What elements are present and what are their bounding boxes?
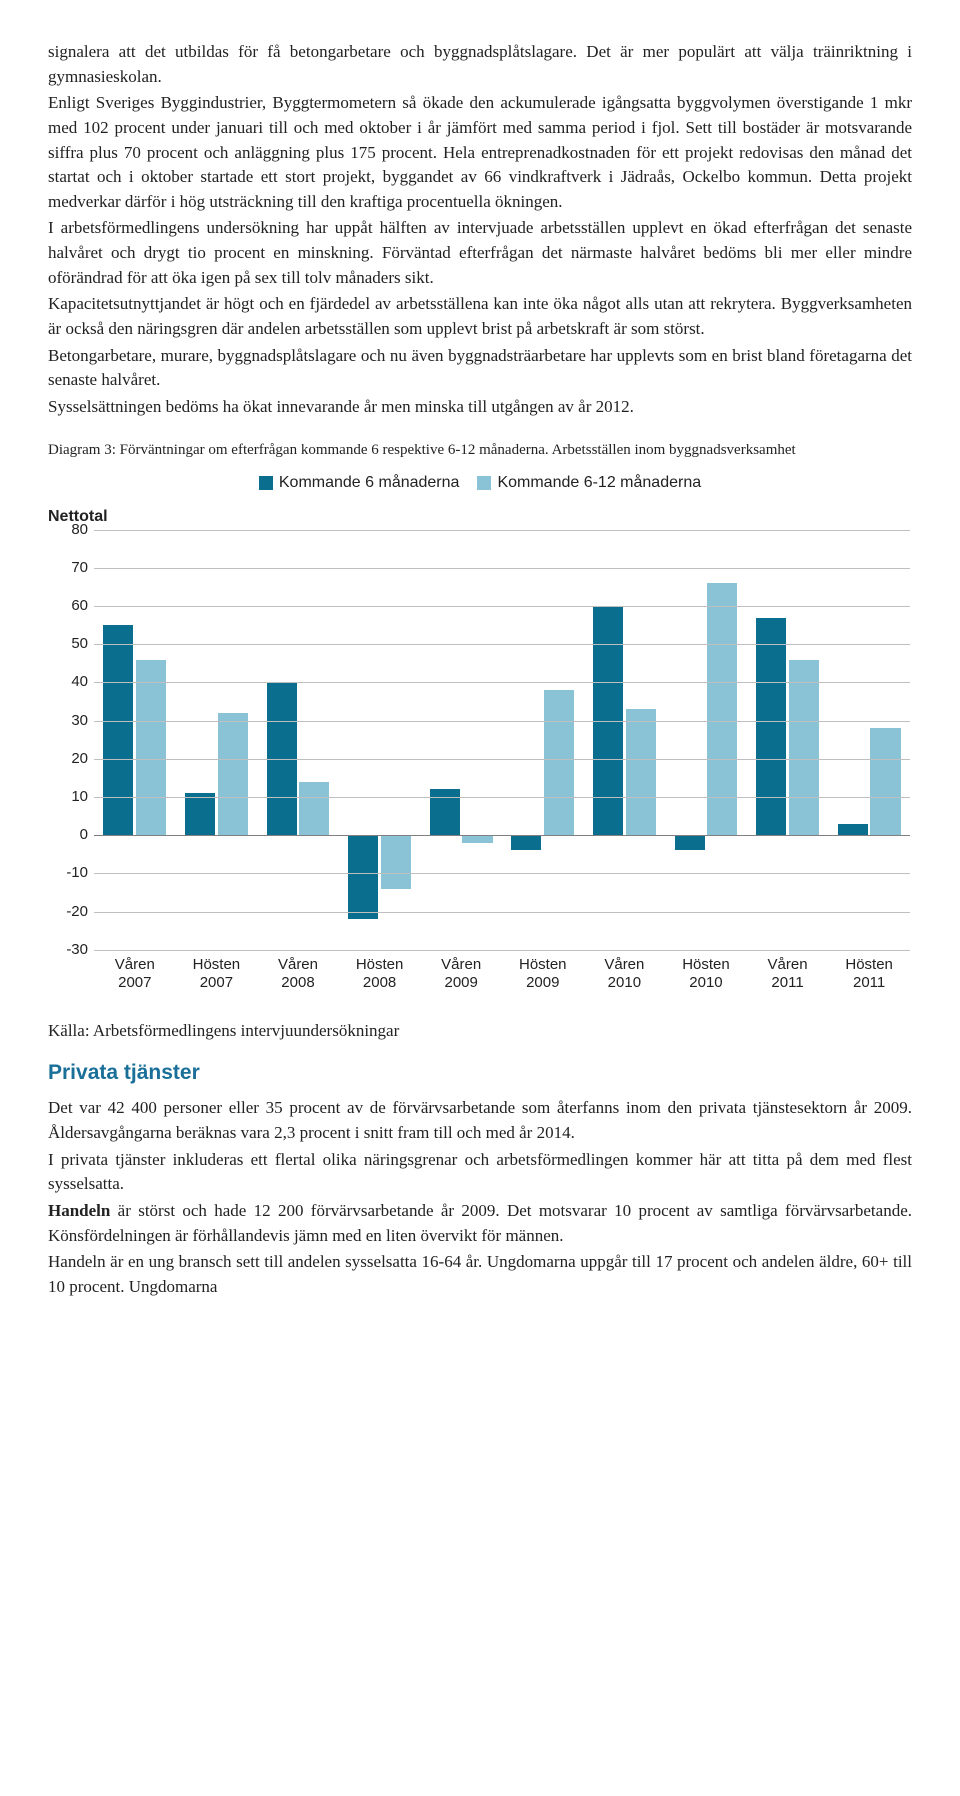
y-axis-title: Nettotal (48, 505, 912, 528)
gridline (94, 797, 910, 798)
chart-legend: Kommande 6 månaderna Kommande 6-12 månad… (48, 471, 912, 494)
paragraph-1: signalera att det utbildas för få betong… (48, 40, 912, 89)
bar-a (348, 835, 378, 919)
gridline (94, 912, 910, 913)
chart-source: Källa: Arbetsförmedlingens intervjuunder… (48, 1019, 912, 1044)
bar-b (462, 835, 492, 843)
bar-b (299, 782, 329, 835)
x-tick-label: Våren2009 (420, 956, 502, 994)
legend-item-b: Kommande 6-12 månaderna (477, 471, 701, 494)
gridline (94, 530, 910, 531)
paragraph-8: I privata tjänster inkluderas ett flerta… (48, 1148, 912, 1197)
bar-group (429, 530, 494, 950)
legend-swatch-b (477, 476, 491, 490)
section-heading-privata: Privata tjänster (48, 1058, 912, 1088)
bar-a (756, 618, 786, 836)
bar-b (870, 728, 900, 835)
gridline (94, 759, 910, 760)
paragraph-9: Handeln är störst och hade 12 200 förvär… (48, 1199, 912, 1248)
bar-b (789, 660, 819, 836)
gridline (94, 682, 910, 683)
y-tick-label: 40 (50, 672, 88, 694)
x-tick-label: Hösten2011 (828, 956, 910, 994)
bar-a (103, 625, 133, 835)
chart-caption: Diagram 3: Förväntningar om efterfrågan … (48, 440, 912, 462)
y-tick-label: 60 (50, 595, 88, 617)
y-tick-label: -10 (50, 862, 88, 884)
bar-b (626, 709, 656, 835)
bar-b (136, 660, 166, 836)
legend-item-a: Kommande 6 månaderna (259, 471, 460, 494)
bar-group (265, 530, 330, 950)
y-tick-label: 80 (50, 519, 88, 541)
gridline (94, 721, 910, 722)
bar-a (838, 824, 868, 835)
x-tick-label: Hösten2010 (665, 956, 747, 994)
paragraph-3: I arbetsförmedlingens undersökning har u… (48, 216, 912, 290)
bar-b (381, 835, 411, 888)
gridline (94, 606, 910, 607)
x-tick-label: Våren2010 (584, 956, 666, 994)
gridline (94, 950, 910, 951)
y-tick-label: 20 (50, 748, 88, 770)
bar-group (837, 530, 902, 950)
legend-label-b: Kommande 6-12 månaderna (497, 471, 701, 494)
x-tick-label: Våren2011 (747, 956, 829, 994)
x-tick-label: Våren2008 (257, 956, 339, 994)
legend-label-a: Kommande 6 månaderna (279, 471, 460, 494)
x-tick-label: Hösten2009 (502, 956, 584, 994)
y-tick-label: 30 (50, 710, 88, 732)
paragraph-10: Handeln är en ung bransch sett till ande… (48, 1250, 912, 1299)
paragraph-4: Kapacitetsutnyttjandet är högt och en fj… (48, 292, 912, 341)
gridline (94, 644, 910, 645)
bar-group (347, 530, 412, 950)
x-tick-label: Hösten2007 (176, 956, 258, 994)
y-tick-label: 10 (50, 786, 88, 808)
y-tick-label: 50 (50, 633, 88, 655)
gridline (94, 873, 910, 874)
gridline (94, 568, 910, 569)
paragraph-7: Det var 42 400 personer eller 35 procent… (48, 1096, 912, 1145)
y-tick-label: -30 (50, 939, 88, 961)
bar-chart: 80706050403020100-10-20-30 Våren2007Höst… (50, 530, 910, 994)
bar-b (218, 713, 248, 835)
paragraph-6: Sysselsättningen bedöms ha ökat innevara… (48, 395, 912, 420)
y-tick-label: -20 (50, 901, 88, 923)
bar-group (673, 530, 738, 950)
paragraph-5: Betongarbetare, murare, byggnadsplåtslag… (48, 344, 912, 393)
x-tick-label: Våren2007 (94, 956, 176, 994)
bar-group (184, 530, 249, 950)
y-tick-label: 70 (50, 557, 88, 579)
bar-a (185, 793, 215, 835)
bar-a (511, 835, 541, 850)
bar-b (544, 690, 574, 835)
bar-a (675, 835, 705, 850)
bar-group (510, 530, 575, 950)
handeln-bold: Handeln (48, 1201, 110, 1220)
y-tick-label: 0 (50, 824, 88, 846)
x-tick-label: Hösten2008 (339, 956, 421, 994)
paragraph-9-rest: är störst och hade 12 200 förvärvsarbeta… (48, 1201, 912, 1245)
bar-group (102, 530, 167, 950)
bar-group (755, 530, 820, 950)
bar-group (592, 530, 657, 950)
gridline (94, 835, 910, 836)
legend-swatch-a (259, 476, 273, 490)
paragraph-2: Enligt Sveriges Byggindustrier, Byggterm… (48, 91, 912, 214)
